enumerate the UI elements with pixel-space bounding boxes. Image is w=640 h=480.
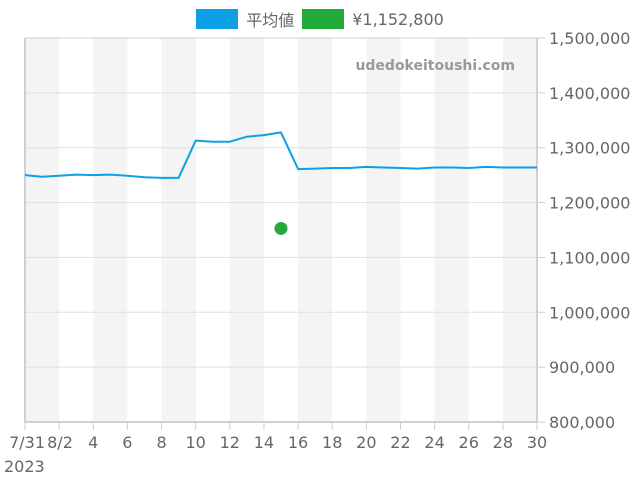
x-tick-label: 12 <box>220 433 240 452</box>
y-tick-label: 800,000 <box>549 413 615 432</box>
y-tick-label: 1,000,000 <box>549 303 630 322</box>
x-tick-label: 4 <box>88 433 98 452</box>
day-band <box>502 38 537 422</box>
day-bands <box>25 38 537 422</box>
axes <box>24 37 538 423</box>
legend-label-average: 平均値 <box>246 11 295 30</box>
chart-legend: 平均値 ¥1,152,800 <box>0 7 640 31</box>
y-tick-label: 900,000 <box>549 358 615 377</box>
x-tick-label: 8 <box>156 433 166 452</box>
day-band <box>93 38 128 422</box>
y-tick-label: 1,100,000 <box>549 248 630 267</box>
day-band <box>161 38 196 422</box>
x-tick-label: 24 <box>424 433 444 452</box>
price-points <box>274 221 288 235</box>
x-tick-label: 28 <box>493 433 513 452</box>
watermark: udedokeitoushi.com <box>355 58 515 74</box>
x-tick-label: 20 <box>356 433 376 452</box>
price-point[interactable] <box>274 221 288 235</box>
y-tick-label: 1,200,000 <box>549 194 630 213</box>
x-tick-label: 7/31 <box>9 433 45 452</box>
y-tick-label: 1,300,000 <box>549 139 630 158</box>
day-band <box>366 38 401 422</box>
x-tick-label: 14 <box>254 433 274 452</box>
y-tick-label: 1,400,000 <box>549 84 630 103</box>
legend-swatch-price <box>302 9 345 29</box>
day-band <box>298 38 333 422</box>
x-tick-label: 22 <box>390 433 410 452</box>
day-band <box>434 38 469 422</box>
y-axis-ticks: 800,000 900,000 1,000,000 1,100,000 1,200,00… <box>537 29 630 432</box>
x-tick-label: 30 <box>527 433 547 452</box>
legend-item-price[interactable]: ¥1,152,800 <box>302 9 444 29</box>
y-tick-label: 1,500,000 <box>549 29 630 48</box>
x-tick-label: 6 <box>122 433 132 452</box>
x-tick-label: 26 <box>459 433 479 452</box>
x-year-label: 2023 <box>4 457 45 476</box>
average-price-line <box>24 131 537 179</box>
day-band <box>25 38 60 422</box>
x-tick-label: 16 <box>288 433 308 452</box>
legend-swatch-average <box>196 9 239 29</box>
x-tick-label: 10 <box>185 433 205 452</box>
legend-item-average[interactable]: 平均値 <box>196 7 294 31</box>
day-band <box>229 38 264 422</box>
x-axis-ticks: 7/31 8/2 4 6 8 10 12 14 16 18 20 22 24 26 28 30 2023 <box>4 422 547 476</box>
x-tick-label: 18 <box>322 433 342 452</box>
x-tick-label: 8/2 <box>47 433 73 452</box>
legend-label-price: ¥1,152,800 <box>352 9 444 29</box>
